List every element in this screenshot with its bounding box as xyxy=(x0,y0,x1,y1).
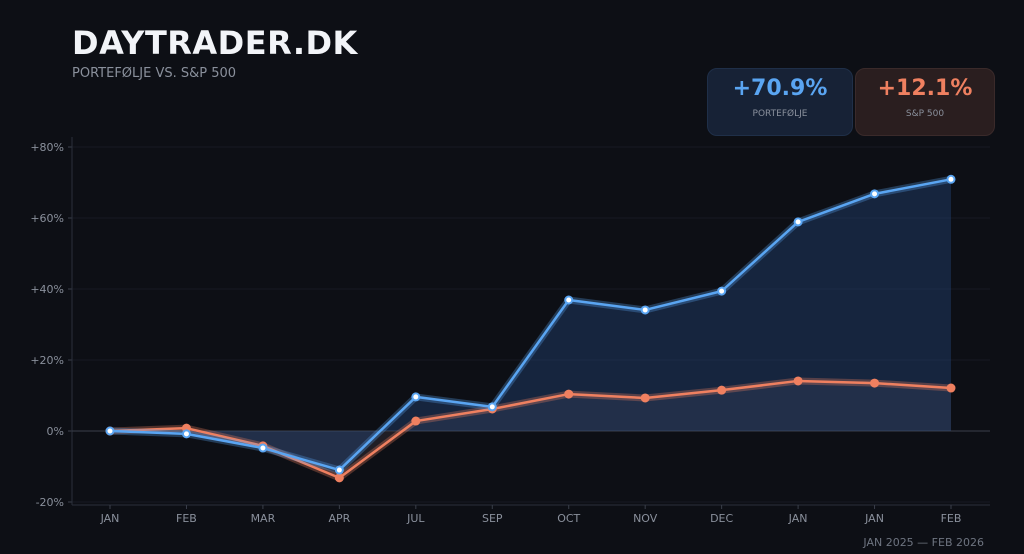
portfolio-point xyxy=(717,286,727,296)
portfolio-point xyxy=(793,217,803,227)
page-subtitle: PORTEFØLJE VS. S&P 500 xyxy=(72,66,237,81)
sp500-point xyxy=(717,385,727,395)
portfolio-point xyxy=(334,465,344,475)
x-tick-label: JUL xyxy=(406,512,425,525)
sp500-point xyxy=(640,393,650,403)
portfolio-line xyxy=(109,178,952,472)
portfolio-point xyxy=(946,174,956,184)
portfolio-point xyxy=(487,402,497,412)
portfolio-point xyxy=(181,429,191,439)
y-tick-label: +40% xyxy=(30,283,64,296)
portfolio-return-label: PORTEFØLJE xyxy=(752,109,808,119)
sp500-point xyxy=(411,416,421,426)
sp500-point xyxy=(793,376,803,386)
sp500-point xyxy=(870,378,880,388)
x-tick-label: JAN xyxy=(788,512,808,525)
sp500-point xyxy=(564,389,574,399)
x-tick-label: NOV xyxy=(633,512,658,525)
x-tick-label: FEB xyxy=(176,512,197,525)
portfolio-point xyxy=(411,392,421,402)
x-tick-label: JAN xyxy=(864,512,884,525)
portfolio-return-card: +70.9% PORTEFØLJE xyxy=(707,68,853,136)
portfolio-point xyxy=(640,305,650,315)
portfolio-point xyxy=(105,426,115,436)
portfolio-point xyxy=(870,189,880,199)
page-title: DAYTRADER.DK xyxy=(72,24,358,62)
x-tick-label: DEC xyxy=(710,512,733,525)
x-tick-label: OCT xyxy=(557,512,580,525)
x-tick-label: MAR xyxy=(251,512,276,525)
y-tick-label: 0% xyxy=(47,425,64,438)
y-tick-label: +80% xyxy=(30,141,64,154)
sp500-return-value: +12.1% xyxy=(877,76,973,101)
x-tick-label: JAN xyxy=(100,512,120,525)
sp500-point xyxy=(946,383,956,393)
portfolio-point xyxy=(258,443,268,453)
x-tick-label: SEP xyxy=(482,512,503,525)
sp500-line xyxy=(109,379,952,480)
sp500-point xyxy=(334,473,344,483)
sp500-return-label: S&P 500 xyxy=(905,109,945,119)
y-tick-label: +60% xyxy=(30,212,64,225)
portfolio-point xyxy=(564,295,574,305)
portfolio-area xyxy=(110,179,951,471)
y-tick-label: +20% xyxy=(30,354,64,367)
y-tick-label: -20% xyxy=(36,496,64,509)
portfolio-return-value: +70.9% xyxy=(732,76,828,101)
date-range: JAN 2025 — FEB 2026 xyxy=(863,536,984,549)
sp500-return-card: +12.1% S&P 500 xyxy=(855,68,995,136)
x-tick-label: FEB xyxy=(941,512,962,525)
x-tick-label: APR xyxy=(328,512,350,525)
sp500-area xyxy=(110,380,951,478)
